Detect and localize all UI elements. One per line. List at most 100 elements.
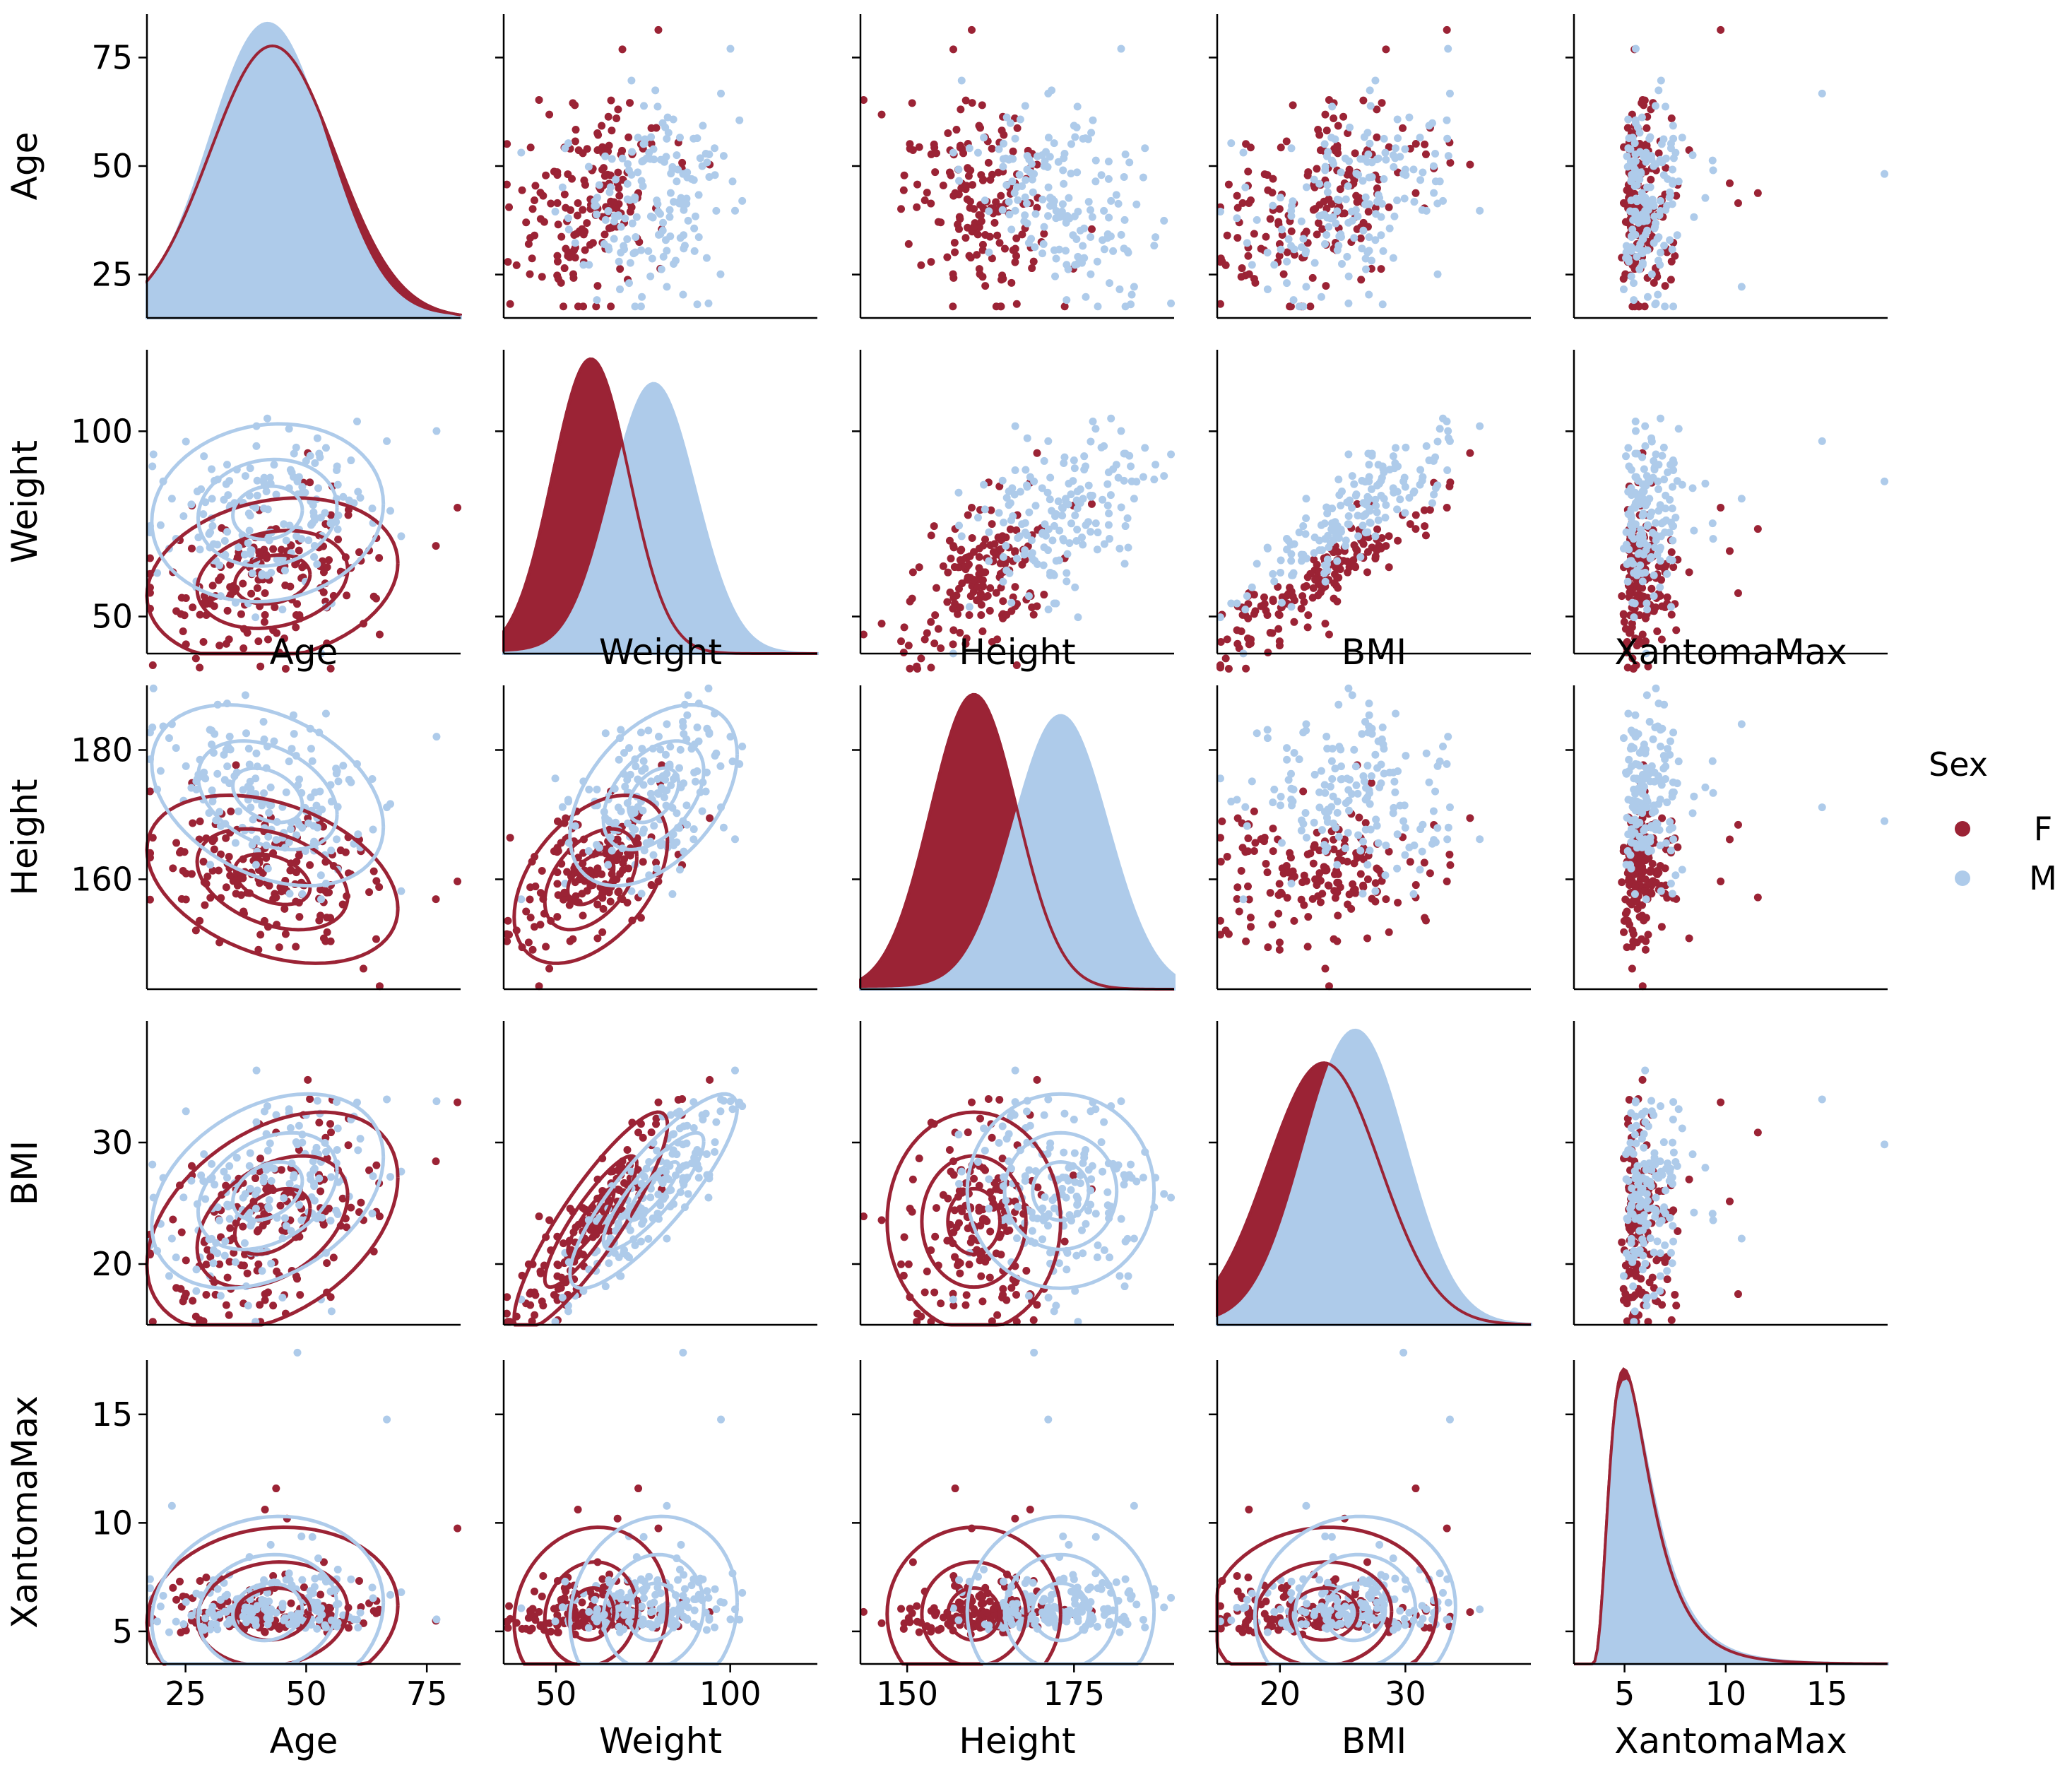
point bbox=[1373, 508, 1381, 516]
point bbox=[208, 786, 216, 795]
point bbox=[999, 597, 1007, 606]
point bbox=[1299, 820, 1308, 828]
point bbox=[323, 563, 331, 572]
point bbox=[156, 521, 165, 529]
point bbox=[327, 846, 336, 855]
point bbox=[1418, 847, 1426, 856]
point bbox=[172, 1253, 180, 1262]
point bbox=[1638, 982, 1647, 991]
point bbox=[222, 834, 230, 842]
point bbox=[314, 484, 322, 492]
point bbox=[1253, 729, 1261, 738]
point bbox=[201, 1195, 210, 1203]
point bbox=[1623, 846, 1632, 855]
point bbox=[1067, 140, 1075, 148]
point bbox=[1656, 861, 1664, 870]
points-m bbox=[1619, 414, 1889, 658]
point bbox=[1237, 867, 1245, 875]
point bbox=[939, 562, 947, 570]
point bbox=[976, 589, 985, 598]
point bbox=[676, 745, 685, 754]
point bbox=[574, 854, 582, 862]
point bbox=[608, 126, 616, 135]
point bbox=[1636, 561, 1645, 569]
point bbox=[1044, 606, 1053, 614]
point bbox=[1634, 498, 1642, 507]
point bbox=[1287, 603, 1296, 611]
point bbox=[1334, 878, 1343, 887]
point bbox=[317, 895, 326, 904]
point bbox=[1062, 577, 1071, 586]
point bbox=[694, 1174, 703, 1182]
point bbox=[295, 913, 304, 921]
point bbox=[205, 530, 213, 538]
point bbox=[1021, 519, 1029, 527]
point bbox=[1060, 154, 1068, 163]
point bbox=[1641, 945, 1650, 954]
point bbox=[704, 299, 713, 307]
point bbox=[654, 732, 663, 740]
point bbox=[1426, 869, 1434, 878]
point bbox=[1356, 870, 1365, 878]
points-m bbox=[517, 45, 747, 311]
point bbox=[1622, 769, 1630, 778]
point bbox=[220, 1251, 229, 1260]
point bbox=[1405, 113, 1414, 122]
point bbox=[339, 762, 348, 770]
point bbox=[1685, 568, 1693, 577]
point bbox=[1313, 560, 1321, 569]
point bbox=[1638, 591, 1646, 600]
point bbox=[1300, 598, 1308, 606]
point bbox=[531, 923, 539, 931]
point bbox=[225, 732, 234, 740]
point bbox=[1274, 891, 1283, 899]
point bbox=[169, 1215, 177, 1224]
point bbox=[670, 1130, 678, 1138]
point bbox=[287, 541, 295, 550]
point bbox=[1358, 521, 1367, 530]
point bbox=[334, 535, 343, 543]
point bbox=[1361, 510, 1370, 519]
point bbox=[256, 1301, 264, 1309]
point bbox=[1262, 232, 1270, 241]
point bbox=[202, 1261, 211, 1269]
point bbox=[665, 213, 674, 221]
point bbox=[675, 866, 684, 874]
point bbox=[1641, 637, 1650, 646]
point bbox=[1818, 437, 1826, 445]
point bbox=[1445, 89, 1454, 98]
point bbox=[1643, 542, 1652, 550]
point bbox=[1104, 175, 1113, 183]
point bbox=[313, 1097, 321, 1105]
point bbox=[1667, 610, 1676, 619]
point bbox=[1238, 844, 1247, 852]
point bbox=[1344, 684, 1353, 692]
point bbox=[1309, 859, 1318, 868]
point bbox=[927, 199, 935, 208]
point bbox=[1289, 101, 1297, 110]
point bbox=[1371, 203, 1380, 212]
point bbox=[1052, 214, 1060, 223]
point bbox=[1373, 545, 1381, 554]
point bbox=[1130, 495, 1138, 503]
point bbox=[1244, 834, 1253, 842]
point bbox=[1466, 814, 1474, 822]
point bbox=[644, 247, 653, 255]
point bbox=[1435, 177, 1444, 186]
point bbox=[1224, 665, 1233, 673]
point bbox=[646, 789, 655, 798]
point bbox=[179, 512, 188, 520]
point bbox=[667, 170, 675, 178]
point bbox=[1425, 122, 1433, 130]
point bbox=[323, 1259, 331, 1268]
point bbox=[598, 928, 607, 936]
point bbox=[189, 819, 197, 827]
point bbox=[1379, 247, 1387, 255]
point bbox=[956, 603, 964, 612]
point bbox=[1635, 540, 1644, 548]
point bbox=[1624, 830, 1633, 839]
point bbox=[1619, 285, 1628, 293]
point bbox=[1663, 569, 1671, 578]
point bbox=[292, 610, 300, 619]
point bbox=[313, 434, 321, 442]
